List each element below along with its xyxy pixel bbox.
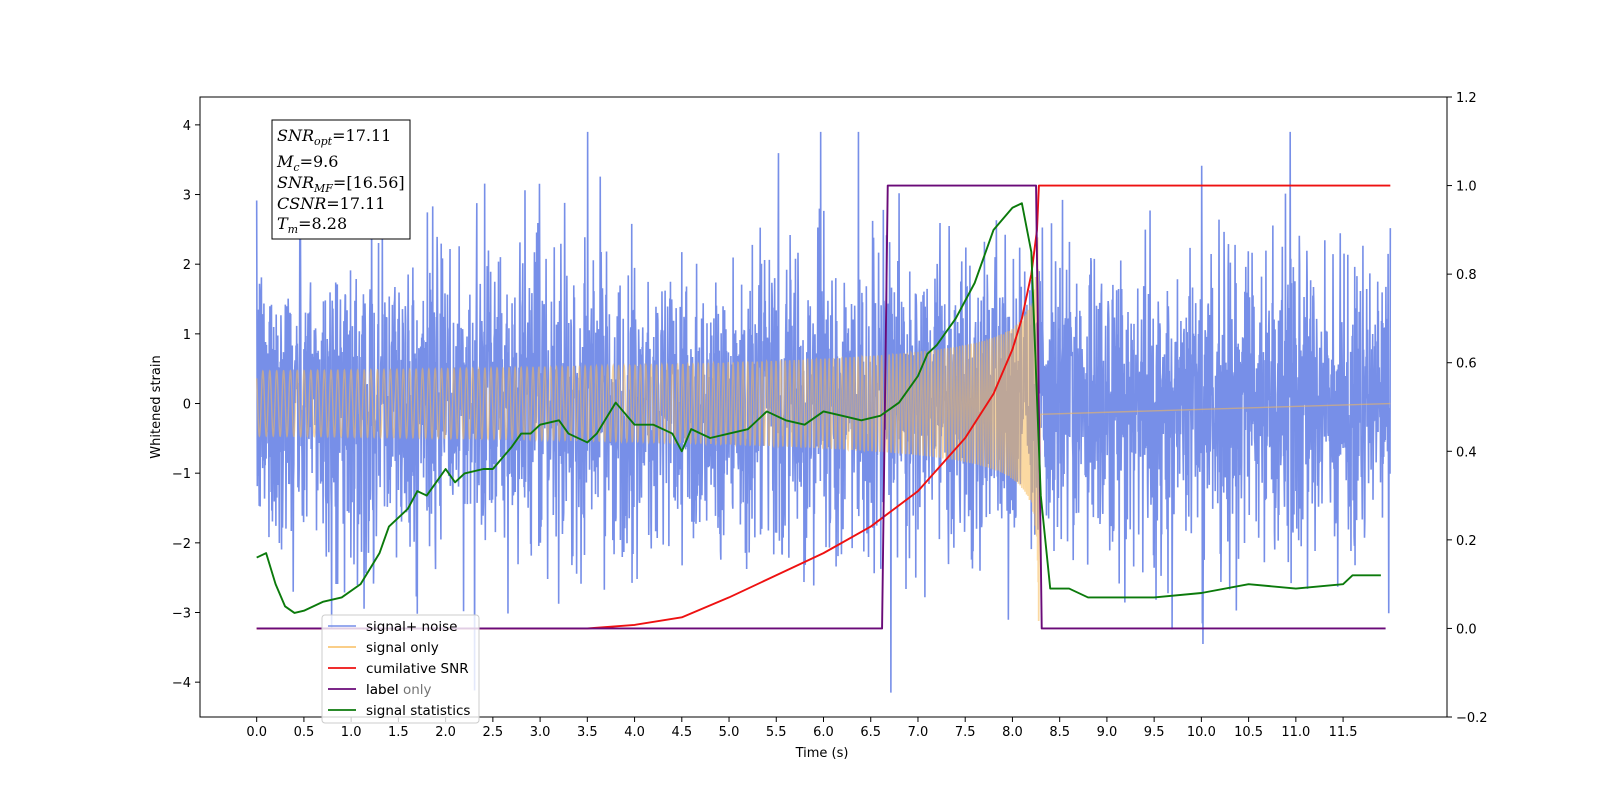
legend-label: signal statistics (366, 703, 470, 719)
y2-tick-label: 0.0 (1456, 622, 1477, 637)
legend-hidden-label: label only (366, 682, 432, 698)
x-tick-label: 3.5 (577, 725, 598, 740)
x-tick-label: 11.5 (1329, 725, 1358, 740)
x-tick-label: 1.5 (388, 725, 409, 740)
x-tick-label: 4.0 (624, 725, 645, 740)
x-tick-label: 8.0 (1002, 725, 1023, 740)
y-tick-label: −1 (172, 467, 191, 482)
series-signal-only-line (255, 237, 1391, 622)
y-axis-title: Whitened strain (149, 355, 164, 458)
x-tick-label: 10.0 (1187, 725, 1216, 740)
y2-axis-ticks: 1.2 1.0 0.8 0.6 0.4 0.2 0.0 −0.2 (1447, 91, 1488, 726)
x-tick-label: 2.0 (435, 725, 456, 740)
x-tick-label: 7.0 (908, 725, 929, 740)
legend: label only signal+ noise signal only cumil… (321, 614, 480, 724)
y2-tick-label: 0.4 (1456, 445, 1477, 460)
legend-label: label (366, 682, 399, 698)
x-tick-label: 3.0 (530, 725, 551, 740)
x-tick-label: 9.5 (1144, 725, 1165, 740)
chirp-mass-annotation: Mc=9.6 (276, 152, 338, 174)
merger-time-annotation: Tm=8.28 (277, 214, 347, 236)
x-tick-label: 6.0 (813, 725, 834, 740)
y-axis-ticks: 4 3 2 1 0 −1 −2 −3 −4 (172, 119, 200, 691)
x-tick-label: 10.5 (1234, 725, 1263, 740)
snr-mf-annotation: SNRMF=[16.56] (277, 173, 405, 195)
y-tick-label: 1 (183, 328, 191, 343)
x-axis-title: Time (s) (795, 746, 849, 761)
y2-tick-label: −0.2 (1456, 711, 1488, 726)
y2-tick-label: 1.0 (1456, 180, 1477, 195)
csnr-annotation: CSNR=17.11 (277, 194, 385, 213)
x-tick-label: 0.5 (294, 725, 315, 740)
series-label-line (256, 184, 1386, 630)
info-box-frame (271, 119, 411, 240)
x-tick-label: 9.0 (1097, 725, 1118, 740)
series-layer (255, 131, 1392, 693)
y-tick-label: −4 (172, 676, 191, 691)
x-tick-label: 1.0 (341, 725, 362, 740)
x-tick-label: 5.0 (719, 725, 740, 740)
y-tick-label: −2 (172, 537, 191, 552)
series-signal-statistics-line (256, 202, 1381, 614)
info-box: SNRopt=17.11 Mc=9.6 SNRMF=[16.56] CSNR=1… (271, 119, 411, 240)
x-axis-ticks: 0.0 0.5 1.0 1.5 2.0 2.5 3.0 3.5 4.0 4.5 5.0 5.5 6.0 6… (246, 717, 1358, 740)
y-tick-label: 4 (183, 119, 191, 134)
x-tick-label: 5.5 (766, 725, 787, 740)
y-tick-label: −3 (172, 607, 191, 622)
x-tick-label: 7.5 (955, 725, 976, 740)
y2-tick-label: 0.8 (1456, 268, 1477, 283)
x-tick-label: 4.5 (671, 725, 692, 740)
y-tick-label: 0 (183, 398, 191, 413)
snr-opt-annotation: SNRopt=17.11 (277, 126, 391, 148)
y-tick-label: 3 (183, 189, 191, 204)
x-tick-label: 8.5 (1049, 725, 1070, 740)
y-tick-label: 2 (183, 258, 191, 273)
y2-tick-label: 0.6 (1456, 357, 1477, 372)
y2-tick-label: 1.2 (1456, 91, 1477, 106)
x-tick-label: 0.0 (246, 725, 267, 740)
legend-label: signal only (366, 640, 439, 656)
legend-items: signal+ noise signal only cumilative SNR la… (328, 619, 470, 719)
legend-label: signal+ noise (366, 619, 457, 635)
x-tick-label: 6.5 (860, 725, 881, 740)
legend-frame (321, 614, 480, 724)
y2-tick-label: 0.2 (1456, 534, 1477, 549)
x-tick-label: 11.0 (1281, 725, 1310, 740)
x-tick-label: 2.5 (483, 725, 504, 740)
legend-label: cumilative SNR (366, 661, 469, 677)
